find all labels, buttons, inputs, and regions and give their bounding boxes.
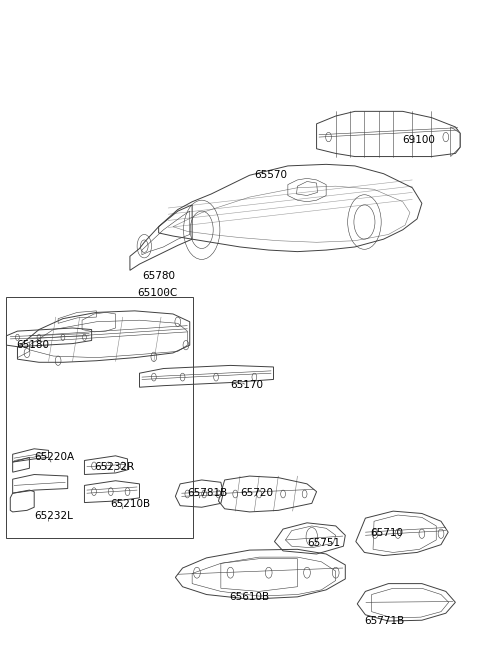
Text: 65771B: 65771B (364, 616, 405, 626)
Text: 65220A: 65220A (34, 452, 74, 462)
Bar (6, 297, 193, 539)
Text: 65210B: 65210B (110, 499, 150, 509)
Text: 65570: 65570 (254, 170, 288, 180)
Text: 65781B: 65781B (187, 488, 228, 498)
Text: 69100: 69100 (403, 135, 436, 145)
Text: 65232R: 65232R (94, 462, 134, 472)
Text: 65710: 65710 (370, 529, 403, 539)
Text: 65180: 65180 (16, 340, 49, 350)
Text: 65232L: 65232L (34, 511, 73, 522)
Text: 65100C: 65100C (137, 289, 177, 298)
Text: 65780: 65780 (142, 271, 175, 281)
Text: 65751: 65751 (307, 538, 340, 548)
Text: 65610B: 65610B (229, 592, 270, 602)
Text: 65720: 65720 (240, 488, 273, 498)
Text: 65170: 65170 (230, 380, 264, 390)
